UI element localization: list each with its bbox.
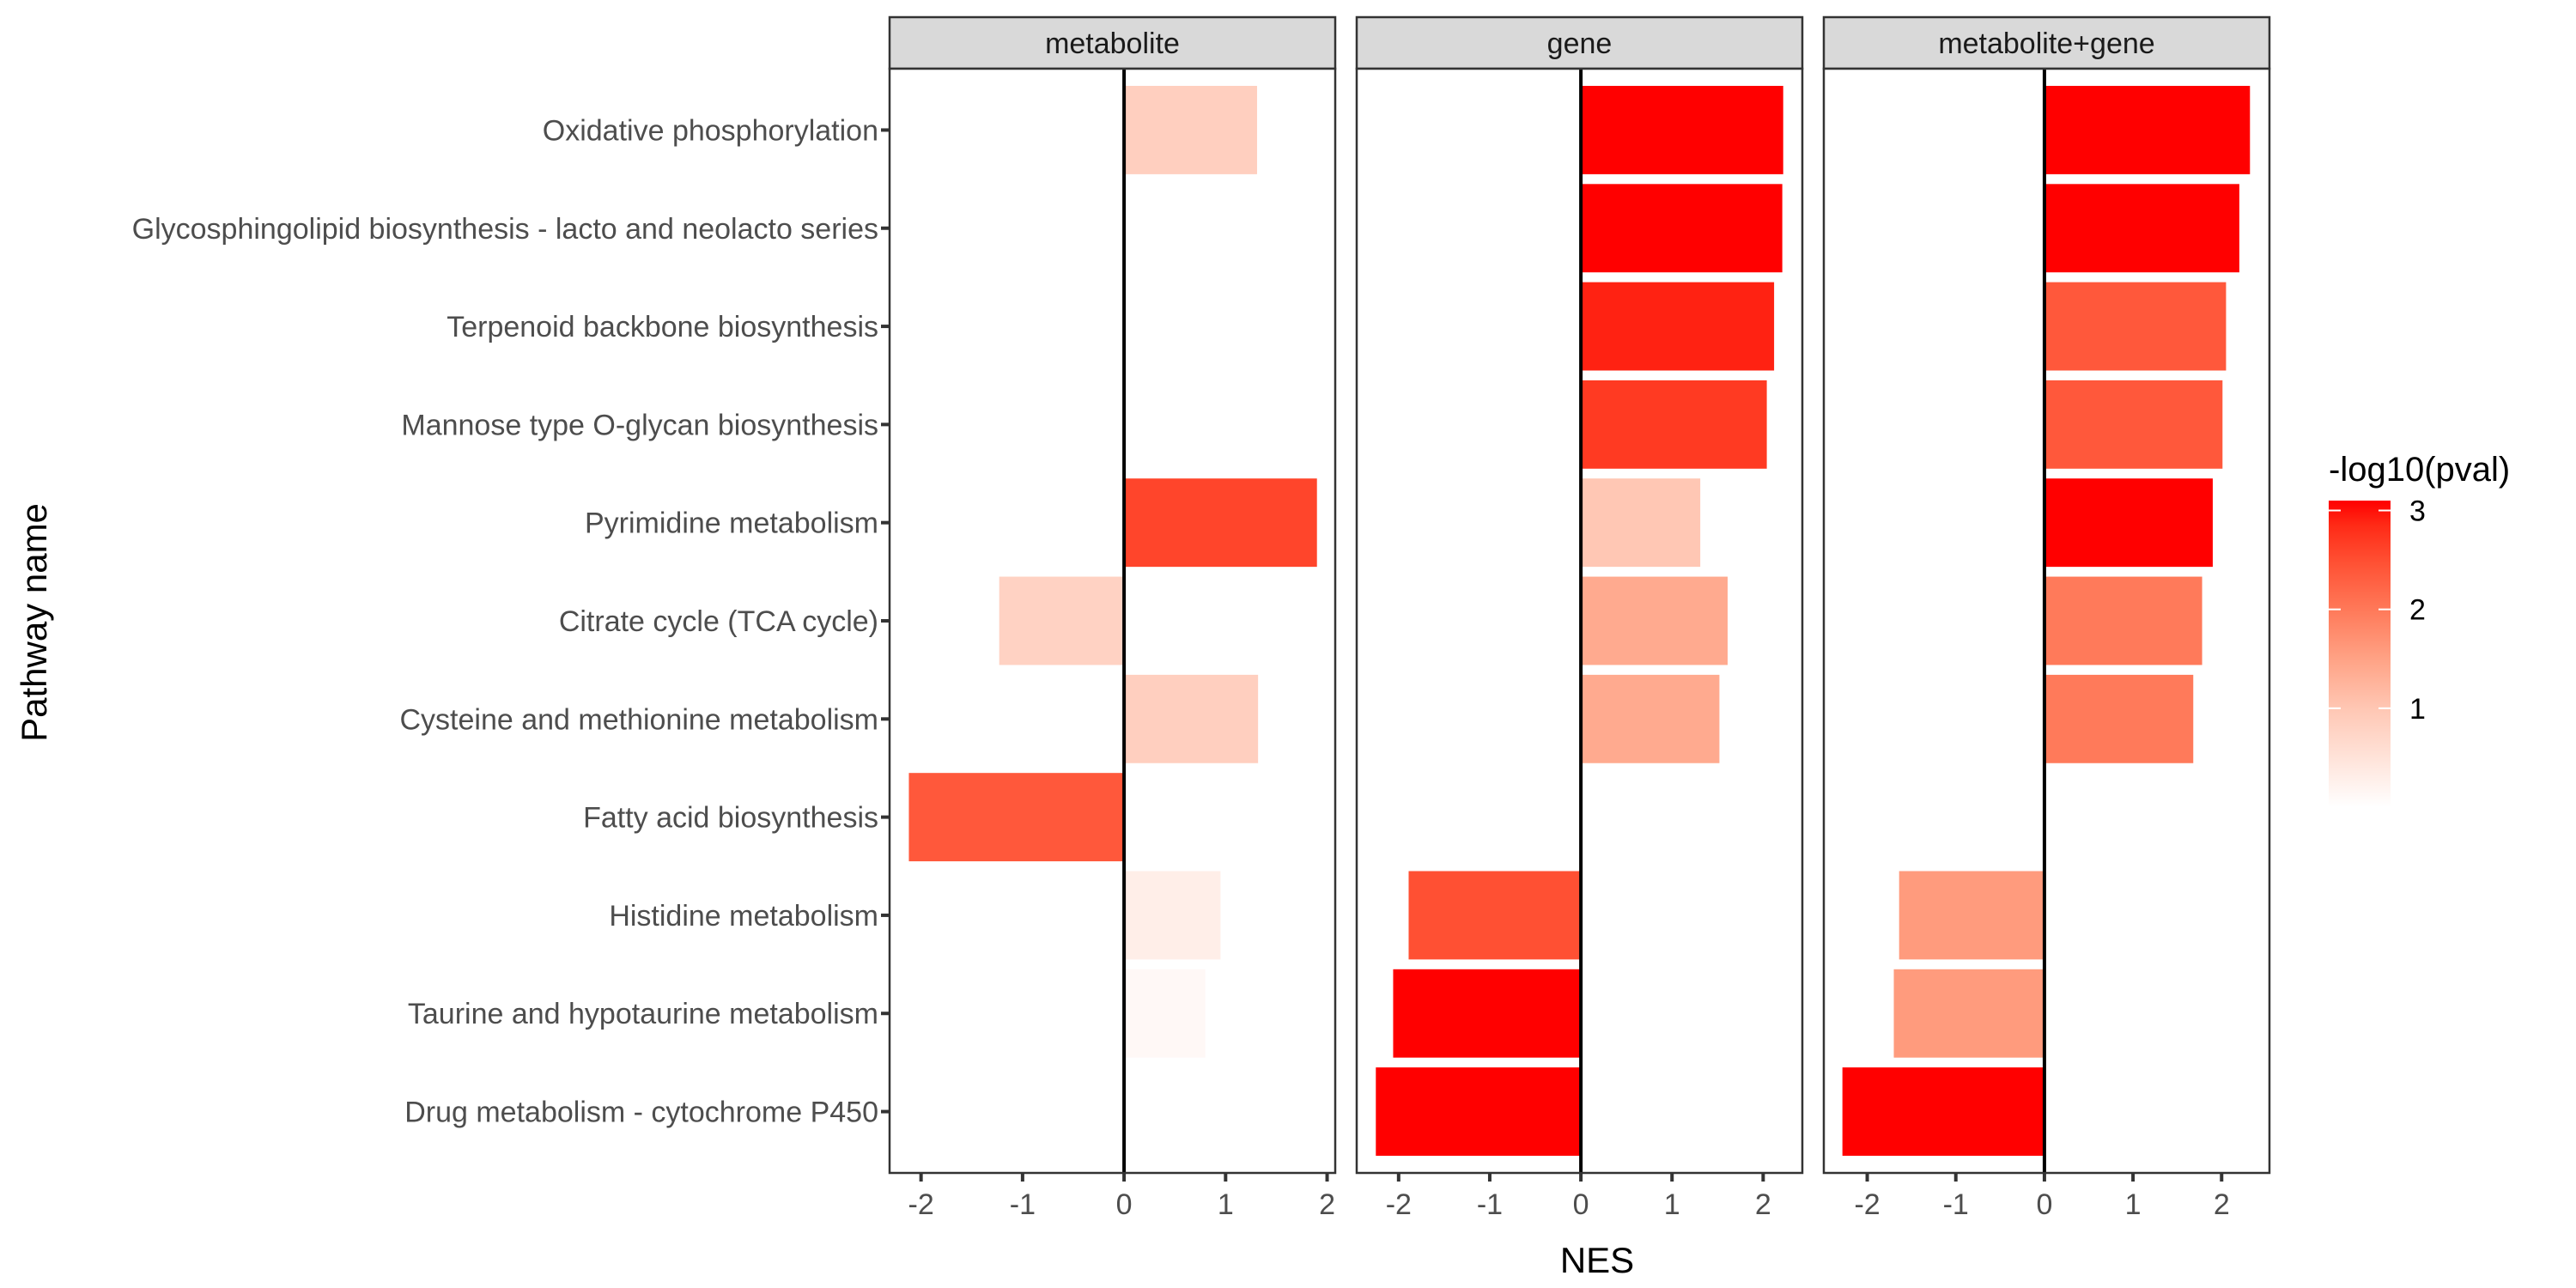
x-tick-label: 1 <box>2125 1188 2142 1221</box>
facet-gene: gene -2 -1 0 1 2 <box>1355 15 1804 1221</box>
bar <box>1124 478 1317 568</box>
x-tick-label: -2 <box>908 1188 934 1221</box>
bar <box>1581 282 1775 371</box>
y-tick-label: Taurine and hypotaurine metabolism <box>408 998 878 1030</box>
bar <box>1581 380 1767 469</box>
legend-title: -log10(pval) <box>2329 451 2510 489</box>
bar <box>2044 576 2202 665</box>
bar <box>908 773 1125 862</box>
facet-strip-label: metabolite <box>1045 27 1180 60</box>
y-tick-label: Oxidative phosphorylation <box>543 114 878 147</box>
bar <box>1581 86 1783 174</box>
legend-tick-label: 2 <box>2409 594 2426 627</box>
x-tick-label: 1 <box>1664 1188 1680 1221</box>
bar <box>2044 282 2227 371</box>
facet-strip <box>888 15 1337 70</box>
facet-metabolite-plus-gene: metabolite+gene -2 -1 0 1 2 <box>1822 15 2271 1221</box>
bar <box>1842 1067 2044 1156</box>
bar <box>1899 871 2044 960</box>
bar <box>1124 674 1259 763</box>
bar <box>1393 969 1582 1058</box>
bar <box>1408 871 1582 960</box>
x-tick-label: -1 <box>1010 1188 1036 1221</box>
panel-border <box>1822 67 2271 1175</box>
bar <box>1376 1067 1582 1156</box>
y-axis-title: Pathway name <box>14 503 54 742</box>
x-axis-title: NES <box>1560 1240 1634 1280</box>
x-tick-label: -2 <box>1386 1188 1412 1221</box>
facet-strip <box>1355 15 1804 70</box>
y-tick-label: Glycosphingolipid biosynthesis - lacto a… <box>132 213 878 246</box>
y-tick-label: Cysteine and methionine metabolism <box>399 703 878 736</box>
bar <box>1581 184 1783 273</box>
bar <box>999 576 1125 665</box>
y-tick-label: Fatty acid biosynthesis <box>583 802 878 835</box>
bar <box>1893 969 2044 1058</box>
facet-strip-label: metabolite+gene <box>1938 27 2154 60</box>
x-tick-label: 0 <box>1116 1188 1133 1221</box>
x-tick-label: 1 <box>1218 1188 1234 1221</box>
x-tick-label: -1 <box>1477 1188 1503 1221</box>
color-legend: -log10(pval) 1 2 3 <box>2329 451 2510 807</box>
x-tick-label: -1 <box>1943 1188 1969 1221</box>
bar <box>1581 576 1728 665</box>
facet-metabolite: metabolite -2 -1 0 1 2 <box>888 15 1337 1221</box>
x-tick-label: 2 <box>1755 1188 1771 1221</box>
bar <box>2044 478 2213 568</box>
bar <box>2044 86 2251 174</box>
bar <box>1581 478 1701 568</box>
x-tick-label: 2 <box>2214 1188 2230 1221</box>
y-tick-label: Citrate cycle (TCA cycle) <box>559 605 878 638</box>
legend-tick-label: 3 <box>2409 495 2426 528</box>
y-tick-label: Drug metabolism - cytochrome P450 <box>404 1097 878 1129</box>
legend-colorbar <box>2329 501 2391 807</box>
legend-tick-label: 1 <box>2409 693 2426 726</box>
bar <box>2044 380 2223 469</box>
x-tick-label: 0 <box>2036 1188 2052 1221</box>
bar <box>1124 871 1221 960</box>
x-tick-label: 2 <box>1319 1188 1335 1221</box>
bar <box>1581 674 1720 763</box>
facet-strip-label: gene <box>1547 27 1613 60</box>
x-tick-label: 0 <box>1573 1188 1589 1221</box>
y-tick-label: Histidine metabolism <box>609 900 878 933</box>
panel-border <box>888 67 1337 1175</box>
y-axis-labels: Oxidative phosphorylation Glycosphingolip… <box>132 114 890 1129</box>
bar <box>2044 184 2239 273</box>
bar <box>1124 86 1257 174</box>
bar <box>1124 969 1206 1058</box>
bar <box>2044 674 2194 763</box>
y-tick-label: Mannose type O-glycan biosynthesis <box>401 409 878 441</box>
y-tick-label: Terpenoid backbone biosynthesis <box>447 311 878 343</box>
x-tick-label: -2 <box>1854 1188 1880 1221</box>
y-tick-label: Pyrimidine metabolism <box>585 507 878 540</box>
